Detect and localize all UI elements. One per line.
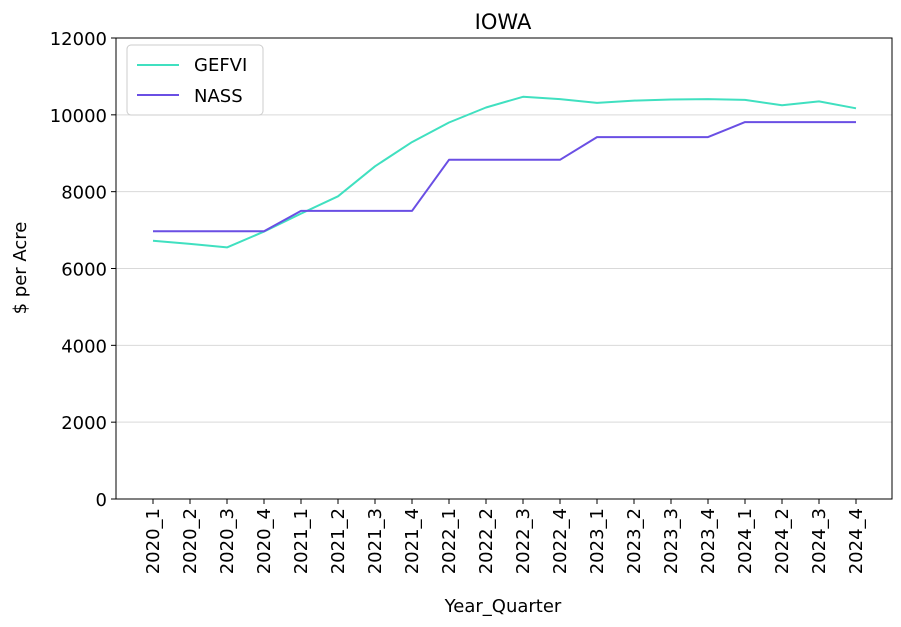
x-axis-ticks: 2020_1 2020_2 2020_3 2020_4 2021_1 2021_2 2021…	[143, 499, 867, 574]
x-tick-label: 2024_1	[735, 508, 756, 574]
x-tick-label: 2023_3	[661, 508, 682, 574]
y-axis-ticks: 0 2000 4000 6000 8000 10000 12000	[50, 29, 116, 511]
series-lines	[152, 95, 857, 249]
x-tick-label: 2020_1	[143, 508, 164, 574]
x-tick-label: 2020_3	[217, 508, 238, 574]
series-line-gefvi	[152, 95, 857, 249]
y-tick-label: 4000	[61, 336, 107, 357]
legend-label-gefvi: GEFVI	[194, 55, 247, 76]
x-tick-label: 2022_1	[439, 508, 460, 574]
y-tick-label: 12000	[50, 29, 107, 50]
x-tick-label: 2021_2	[328, 508, 349, 574]
x-tick-label: 2021_4	[402, 508, 423, 574]
legend-box	[126, 44, 264, 116]
x-axis-title: Year_Quarter	[444, 596, 562, 617]
y-tick-label: 8000	[61, 183, 107, 204]
x-tick-label: 2024_2	[772, 508, 793, 574]
x-tick-label: 2022_4	[550, 508, 571, 574]
x-tick-label: 2020_4	[254, 508, 275, 574]
y-tick-label: 2000	[61, 413, 107, 434]
gridlines	[116, 114, 892, 423]
y-tick-label: 6000	[61, 260, 107, 281]
y-axis-title: $ per Acre	[10, 222, 31, 315]
x-tick-label: 2022_3	[513, 508, 534, 574]
x-tick-label: 2023_4	[698, 508, 719, 574]
chart-title: IOWA	[475, 10, 532, 34]
x-tick-label: 2024_4	[846, 508, 867, 574]
x-tick-label: 2024_3	[809, 508, 830, 574]
x-tick-label: 2022_2	[476, 508, 497, 574]
legend-label-nass: NASS	[194, 86, 243, 107]
x-tick-label: 2020_2	[180, 508, 201, 574]
x-tick-label: 2023_1	[587, 508, 608, 574]
legend: GEFVI NASS	[126, 44, 264, 116]
x-tick-label: 2021_3	[365, 508, 386, 574]
y-tick-label: 0	[96, 490, 107, 511]
x-tick-label: 2021_1	[291, 508, 312, 574]
series-line-nass	[153, 121, 856, 233]
x-tick-label: 2023_2	[624, 508, 645, 574]
y-tick-label: 10000	[50, 106, 107, 127]
